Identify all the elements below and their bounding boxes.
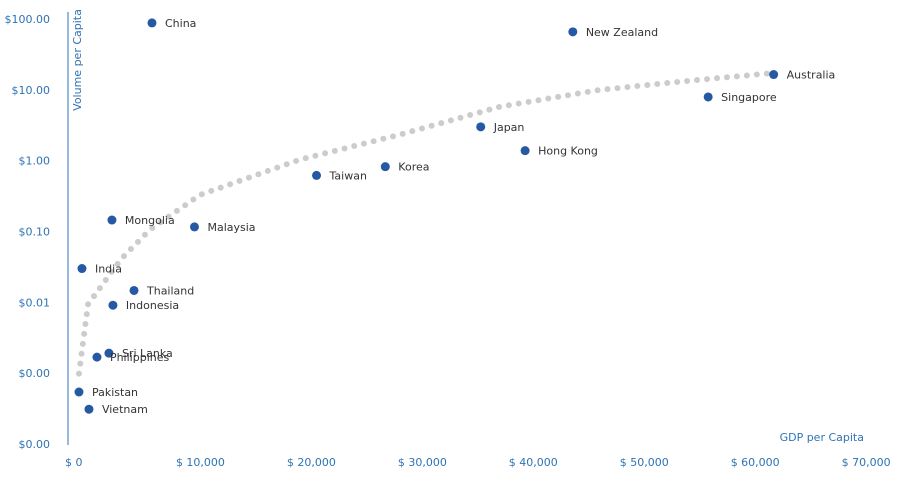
point: [108, 300, 118, 310]
point: [568, 27, 578, 37]
point: [769, 70, 779, 80]
point-label: Malaysia: [207, 221, 255, 234]
x-tick-label: $ 40,000: [509, 456, 558, 469]
point-label: Indonesia: [126, 299, 179, 312]
y-axis-title: Volume per Capita: [71, 9, 84, 111]
trend-line: [76, 69, 778, 377]
point: [189, 222, 199, 232]
y-tick-label: $0.00: [19, 438, 51, 451]
y-tick-label: $0.01: [19, 296, 51, 309]
point-label: Japan: [493, 121, 525, 134]
point: [147, 18, 157, 28]
x-tick-label: $ 60,000: [731, 456, 780, 469]
point: [703, 92, 713, 102]
y-tick-label: $0.10: [19, 226, 51, 239]
point: [129, 285, 139, 295]
point-label: New Zealand: [586, 26, 658, 39]
point: [520, 146, 530, 156]
point-label: Philippines: [110, 351, 170, 364]
point: [74, 387, 84, 397]
point-label: Singapore: [721, 91, 777, 104]
y-tick-label: $100.00: [5, 13, 51, 26]
point-label: Pakistan: [92, 386, 138, 399]
point-label: Korea: [398, 161, 429, 174]
x-tick-label: $ 70,000: [842, 456, 891, 469]
point-label: China: [165, 17, 196, 30]
x-tick-label: $ 50,000: [620, 456, 669, 469]
point-label: Taiwan: [329, 169, 367, 182]
point: [380, 162, 390, 172]
point: [84, 404, 94, 414]
y-tick-label: $0.00: [19, 367, 51, 380]
y-tick-label: $1.00: [19, 155, 51, 168]
point: [107, 215, 117, 225]
x-axis-title: GDP per Capita: [780, 431, 864, 444]
point-label: Australia: [787, 69, 836, 82]
x-tick-label: $ 30,000: [398, 456, 447, 469]
y-tick-label: $10.00: [12, 84, 51, 97]
point-label: Thailand: [146, 284, 194, 297]
point: [92, 352, 102, 362]
point: [77, 264, 87, 274]
point-label: Sri Lanka: [122, 347, 173, 360]
point: [104, 348, 114, 358]
x-tick-label: $ 20,000: [287, 456, 336, 469]
point-label: Mongolia: [125, 214, 175, 227]
point-label: India: [95, 263, 122, 276]
point: [312, 170, 322, 180]
point-label: Hong Kong: [538, 145, 598, 158]
point: [476, 122, 486, 132]
point-label: Vietnam: [102, 403, 148, 416]
x-tick-label: $ 0: [65, 456, 83, 469]
x-tick-label: $ 10,000: [176, 456, 225, 469]
